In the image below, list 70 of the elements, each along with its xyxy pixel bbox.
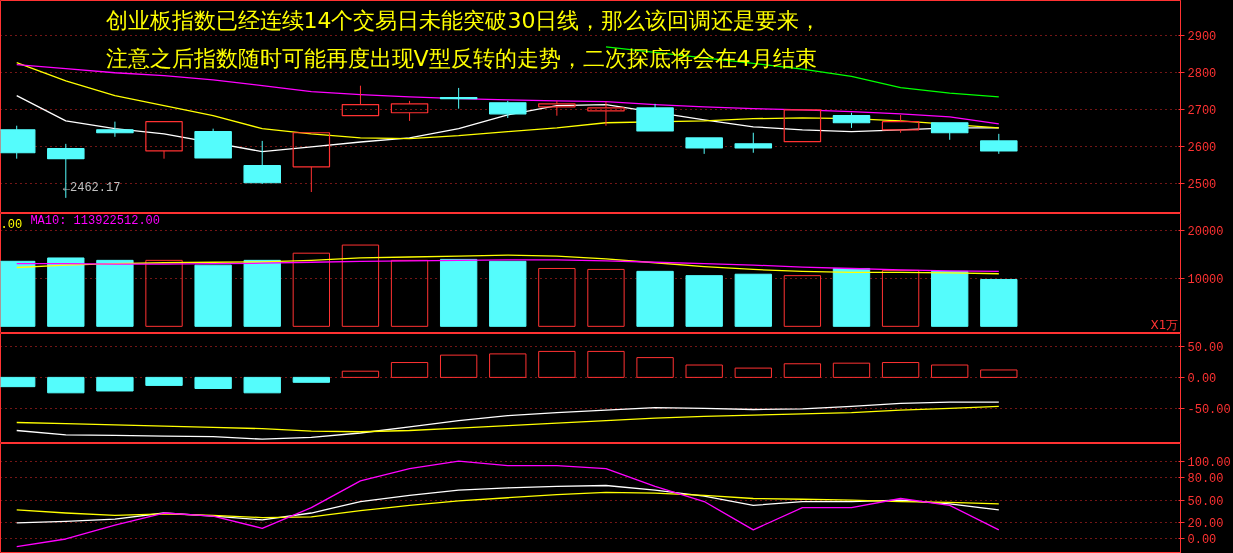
y-tick-label: 2700 [1187, 104, 1217, 119]
bar [783, 363, 822, 378]
bar [194, 376, 232, 389]
bar [587, 350, 625, 378]
bar [194, 264, 232, 327]
bar [636, 270, 674, 327]
bar [685, 364, 723, 378]
bar [439, 354, 478, 378]
y-tick-label: 50.00 [1187, 340, 1224, 355]
line-series [16, 254, 1000, 275]
y-tick-label: 2900 [1187, 30, 1217, 45]
bar [96, 376, 134, 392]
candlestick [145, 121, 183, 160]
bar [439, 258, 478, 327]
annotation: .00 [0, 217, 23, 232]
y-tick-label: 50.00 [1187, 494, 1224, 509]
candlestick [636, 103, 674, 132]
line-series [16, 491, 1000, 519]
bar [931, 364, 969, 378]
bar [980, 369, 1018, 378]
line-series [605, 46, 1000, 98]
bar [980, 278, 1018, 327]
bar [390, 362, 429, 378]
annotation: MA10: 113922512.00 [30, 213, 161, 228]
bar [685, 275, 723, 327]
y-tick-label: 2800 [1187, 67, 1217, 82]
bar [734, 273, 772, 327]
bar [832, 267, 871, 327]
bar [145, 376, 183, 386]
bar [341, 370, 380, 378]
bar [538, 350, 576, 378]
candlestick [341, 85, 380, 117]
y-tick-label: 10000 [1187, 273, 1224, 288]
candlestick [930, 122, 969, 141]
text: X1万 [1150, 317, 1179, 332]
y-tick-label: 20.00 [1187, 517, 1224, 532]
bar [96, 259, 134, 327]
y-tick-label: 2500 [1187, 178, 1217, 193]
line-series [16, 259, 1000, 272]
bar [931, 270, 969, 327]
line-series [16, 401, 1000, 440]
annotation: 创业板指数已经连续14个交易日未能突破30日线，那么该回调还是要来， [105, 7, 822, 33]
y-tick-label: 100.00 [1187, 456, 1231, 471]
y-tick-label: 2600 [1187, 141, 1217, 156]
candlestick [96, 121, 134, 138]
candlestick [194, 128, 232, 159]
bar [636, 357, 674, 378]
candlestick [587, 101, 625, 127]
bar [832, 362, 871, 378]
bar [47, 257, 85, 327]
bar [489, 353, 527, 378]
bar [489, 260, 527, 327]
bar [881, 362, 920, 378]
candlestick [243, 140, 281, 184]
y-tick-label: 0.00 [1187, 371, 1217, 386]
bar [0, 376, 36, 388]
y-tick-label: 20000 [1187, 225, 1224, 240]
candlestick [538, 100, 576, 117]
bar [292, 376, 331, 383]
bar [0, 260, 36, 327]
candlestick [783, 109, 822, 143]
bar [734, 367, 772, 378]
y-tick-label: 0.00 [1187, 532, 1217, 547]
y-tick-label: 80.00 [1187, 471, 1224, 486]
bar [243, 259, 281, 327]
y-tick-label: -50.00 [1187, 402, 1231, 417]
line-series [16, 405, 1000, 433]
bar [47, 376, 85, 394]
bar [243, 376, 281, 394]
line-series [16, 460, 1000, 548]
